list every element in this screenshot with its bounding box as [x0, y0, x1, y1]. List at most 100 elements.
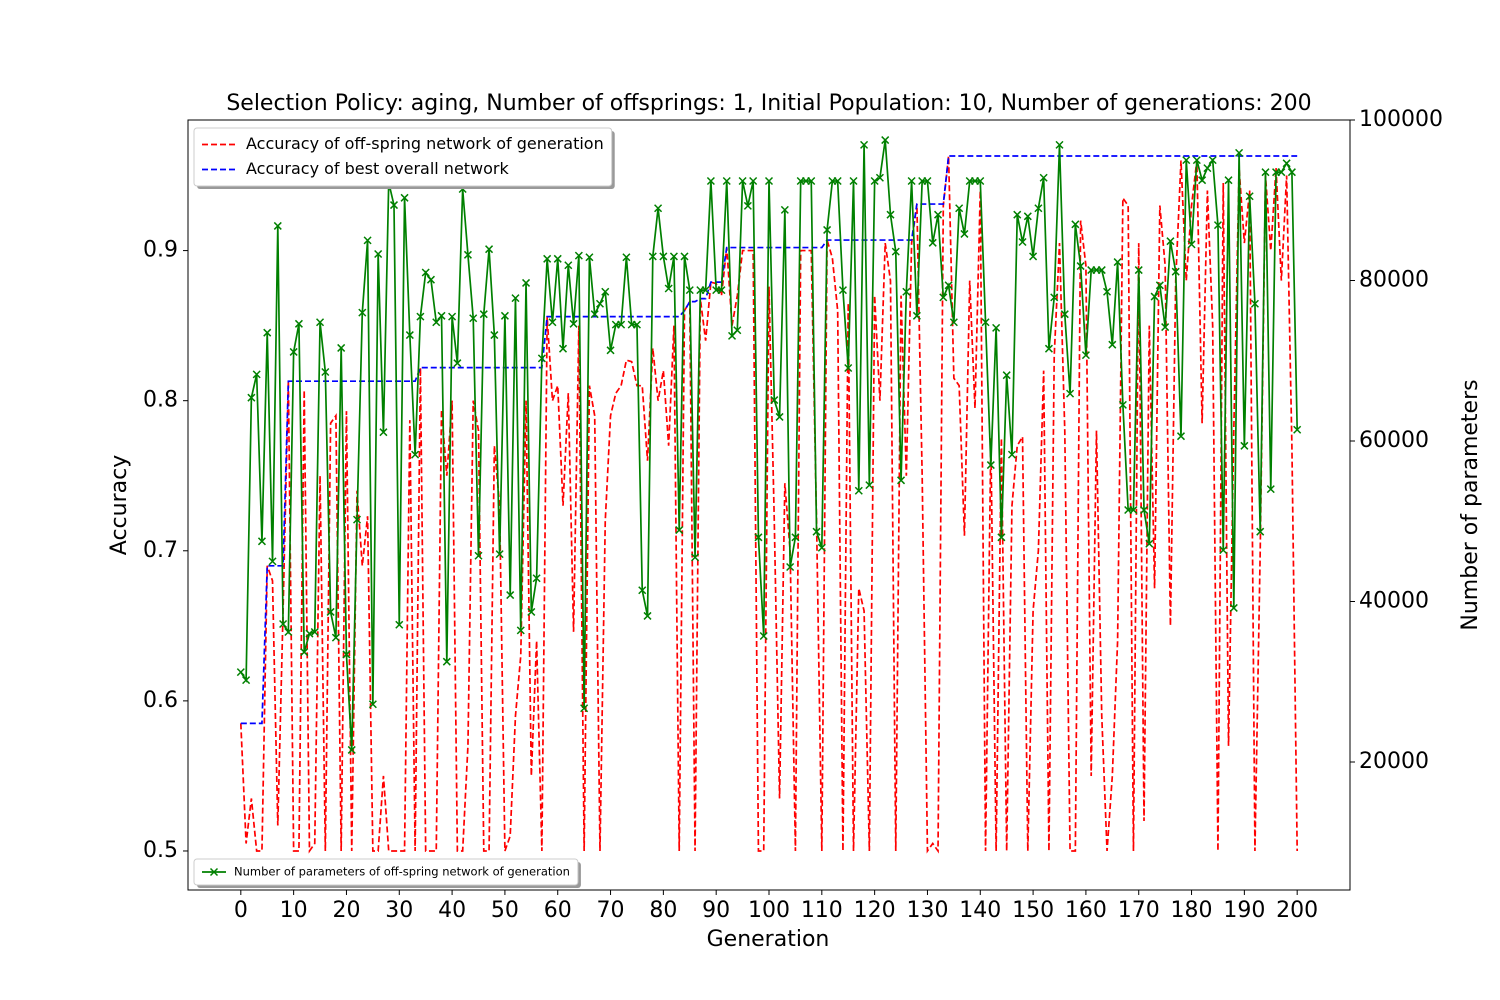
- data-point: [1002, 371, 1011, 380]
- data-point: [1134, 266, 1143, 275]
- data-point: [675, 526, 684, 535]
- data-point: [1055, 140, 1064, 149]
- data-point: [1050, 293, 1059, 302]
- data-point: [981, 318, 990, 327]
- data-point: [442, 657, 451, 666]
- data-point: [263, 328, 272, 337]
- data-point: [389, 201, 399, 210]
- data-point: [1192, 156, 1201, 165]
- data-point: [823, 225, 832, 234]
- data-point: [875, 173, 884, 182]
- data-point: [416, 312, 425, 321]
- data-point: [532, 574, 541, 583]
- data-point: [379, 428, 388, 437]
- x-tick-label: 110: [801, 898, 843, 923]
- y-tick-label: 0.7: [143, 538, 178, 563]
- data-point: [643, 611, 652, 620]
- x-tick-label: 140: [959, 898, 1001, 923]
- legend-label: Accuracy of best overall network: [246, 159, 510, 178]
- data-point: [638, 586, 647, 595]
- x-tick-label: 40: [438, 898, 466, 923]
- data-point: [1007, 450, 1016, 459]
- data-point: [490, 331, 499, 340]
- data-point: [622, 253, 631, 262]
- legend-marker: [209, 867, 219, 877]
- data-point: [833, 176, 842, 186]
- data-point: [870, 176, 879, 186]
- data-point: [775, 412, 784, 421]
- data-point: [252, 370, 261, 379]
- data-point: [691, 553, 700, 562]
- data-point: [648, 252, 657, 261]
- data-point: [437, 311, 446, 320]
- data-point: [817, 543, 826, 552]
- data-point: [1293, 425, 1302, 434]
- data-point: [1018, 237, 1027, 247]
- data-point: [733, 326, 742, 335]
- legend-box: [193, 858, 579, 886]
- data-point: [289, 347, 298, 356]
- data-point: [912, 311, 921, 320]
- data-point: [1282, 159, 1291, 168]
- data-point: [939, 293, 948, 302]
- y2-axis-label: Number of parameters: [1458, 379, 1483, 630]
- data-point: [453, 359, 462, 368]
- data-point: [448, 312, 457, 321]
- data-point: [617, 320, 626, 329]
- data-point: [897, 476, 906, 485]
- data-point: [1187, 240, 1196, 249]
- data-point: [955, 204, 964, 213]
- data-point: [395, 620, 404, 629]
- data-point: [706, 176, 715, 186]
- data-point: [1039, 173, 1048, 182]
- data-point: [1266, 485, 1275, 494]
- x-tick-label: 20: [332, 898, 360, 923]
- data-point: [907, 176, 916, 186]
- data-point: [580, 704, 589, 713]
- data-point: [944, 281, 953, 290]
- data-point: [807, 176, 816, 186]
- data-point: [902, 287, 911, 296]
- data-point: [1139, 505, 1149, 515]
- data-point: [1161, 323, 1170, 332]
- y2-tick-label: 100000: [1359, 107, 1443, 132]
- data-point: [1150, 292, 1159, 301]
- y-tick-label: 0.5: [143, 838, 178, 863]
- data-point: [310, 627, 319, 637]
- data-point: [574, 251, 583, 260]
- x-tick-label: 100: [748, 898, 790, 923]
- data-point: [1044, 344, 1053, 353]
- data-point: [1166, 237, 1175, 246]
- data-point: [1203, 164, 1212, 173]
- data-point: [1108, 340, 1117, 349]
- data-point: [511, 294, 520, 303]
- data-point: [1224, 176, 1233, 185]
- data-point: [1118, 400, 1127, 409]
- data-point: [1066, 389, 1075, 398]
- data-point: [1013, 210, 1022, 219]
- data-point: [749, 176, 758, 186]
- data-point: [685, 286, 694, 295]
- x-tick-label: 80: [649, 898, 677, 923]
- data-point: [743, 201, 752, 210]
- data-point: [527, 607, 536, 616]
- data-point: [1277, 168, 1286, 177]
- data-point: [997, 533, 1006, 542]
- y2-tick-label: 80000: [1359, 268, 1429, 293]
- data-point: [654, 204, 663, 213]
- chart-title: Selection Policy: aging, Number of offsp…: [226, 91, 1311, 116]
- data-point: [352, 515, 362, 524]
- data-point: [595, 299, 605, 308]
- legend-label: Accuracy of off-spring network of genera…: [246, 134, 604, 153]
- data-point: [1129, 505, 1138, 515]
- data-point: [1213, 221, 1222, 230]
- data-point: [865, 481, 874, 490]
- x-tick-label: 130: [906, 898, 948, 923]
- data-point: [522, 278, 531, 287]
- data-point: [358, 308, 367, 317]
- x-tick-label: 160: [1065, 898, 1107, 923]
- data-point: [405, 331, 414, 340]
- data-point: [537, 354, 546, 363]
